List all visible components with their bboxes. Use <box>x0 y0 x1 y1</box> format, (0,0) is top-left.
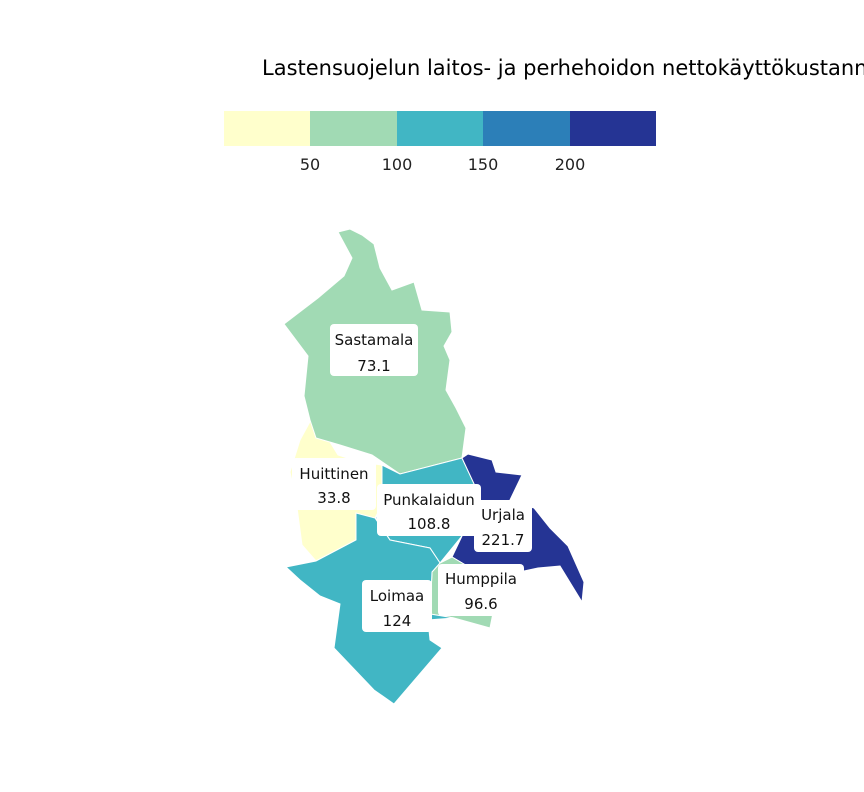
region-value: 96.6 <box>464 595 497 613</box>
region-name: Punkalaidun <box>383 491 474 509</box>
region-name: Loimaa <box>370 587 424 605</box>
region-name: Urjala <box>481 506 525 524</box>
region-value: 221.7 <box>482 531 525 549</box>
label-punkalaidun: Punkalaidun 108.8 <box>377 484 481 536</box>
legend-tick: 50 <box>299 155 321 174</box>
region-value: 73.1 <box>357 357 390 375</box>
legend-tick: 100 <box>381 155 413 174</box>
label-huittinen: Huittinen 33.8 <box>292 458 376 510</box>
region-name: Humppila <box>445 570 517 588</box>
label-urjala: Urjala 221.7 <box>474 500 532 552</box>
region-value: 108.8 <box>408 515 451 533</box>
legend-swatch <box>224 111 311 146</box>
legend-swatch <box>569 111 656 146</box>
region-value: 33.8 <box>317 489 350 507</box>
legend-tick: 200 <box>554 155 586 174</box>
label-sastamala: Sastamala 73.1 <box>330 324 418 376</box>
region-name: Huittinen <box>299 465 368 483</box>
map-title: Lastensuojelun laitos- ja perhehoidon ne… <box>262 56 864 80</box>
legend-tick: 150 <box>467 155 499 174</box>
legend-swatch <box>396 111 484 146</box>
legend-swatch <box>483 111 570 146</box>
color-legend <box>224 111 656 146</box>
label-humppila: Humppila 96.6 <box>438 564 524 616</box>
legend-swatch <box>310 111 397 146</box>
label-loimaa: Loimaa 124 <box>362 580 432 632</box>
region-value: 124 <box>383 612 412 630</box>
region-name: Sastamala <box>335 331 414 349</box>
